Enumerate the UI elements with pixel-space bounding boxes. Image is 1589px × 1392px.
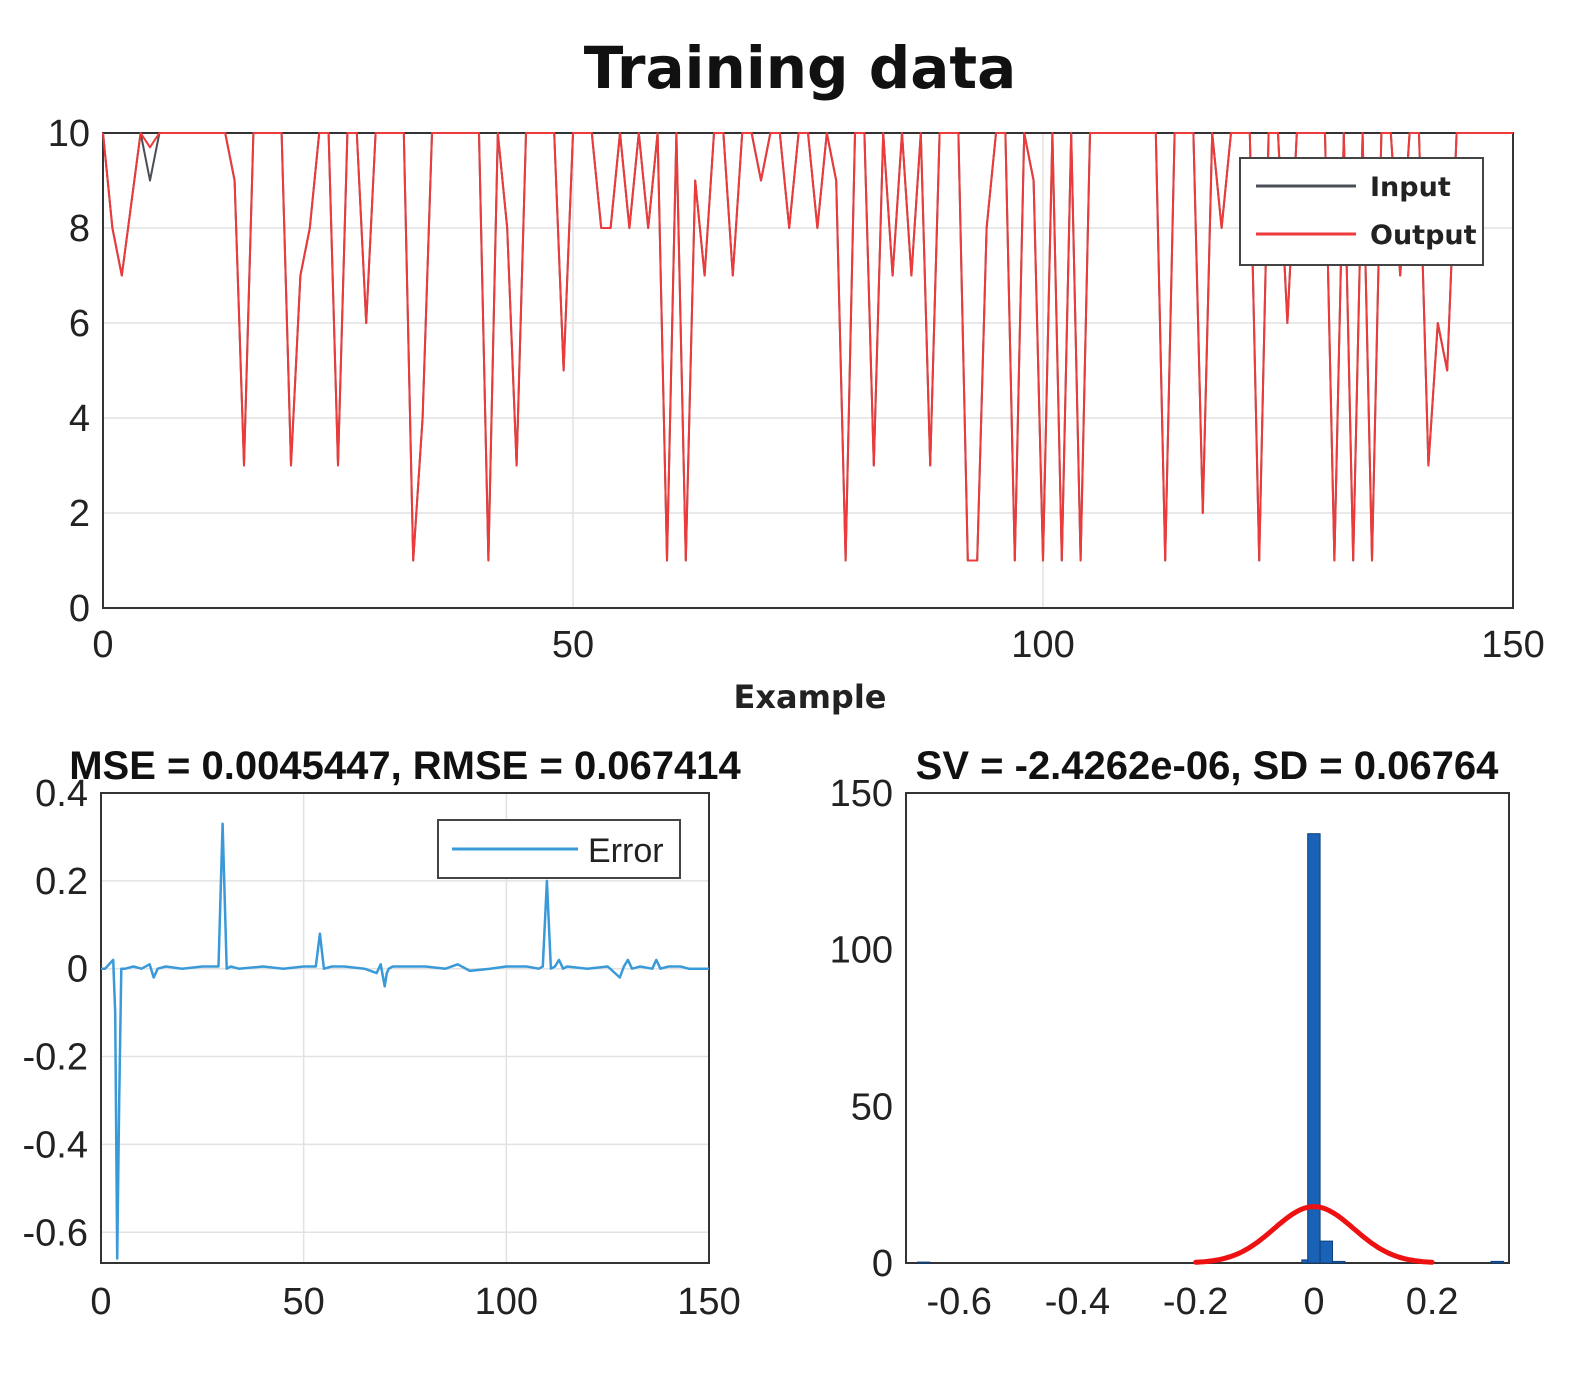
training-x-tick-label: 50 [552, 624, 594, 666]
error-ticks: 0 50 100 150 0.4 0.2 0 -0.2 -0.4 -0.6 [23, 773, 741, 1323]
training-y-tick-label: 0 [69, 588, 90, 630]
error-x-tick-label: 150 [677, 1281, 740, 1323]
training-x-axis-label: Example [733, 678, 886, 716]
histogram-bar [1332, 1260, 1346, 1264]
error-y-tick-label: 0.2 [35, 861, 88, 903]
histogram-y-tick-label: 0 [872, 1243, 893, 1285]
histogram-x-tick-label: -0.6 [926, 1281, 991, 1323]
histogram-y-tick-label: 100 [830, 930, 893, 972]
error-x-tick-label: 100 [475, 1281, 538, 1323]
error-y-tick-label: -0.2 [23, 1037, 88, 1079]
histogram-bars [917, 833, 1504, 1264]
histogram-bar [1307, 833, 1321, 1264]
histogram-x-tick-label: -0.4 [1045, 1281, 1110, 1323]
training-y-tick-label: 2 [69, 493, 90, 535]
histogram-chart-title: SV = -2.4262e-06, SD = 0.06764 [916, 744, 1499, 788]
error-y-tick-label: 0 [67, 949, 88, 991]
histogram-x-tick-label: 0 [1303, 1281, 1324, 1323]
figure-title: Training data [584, 34, 1017, 102]
histogram-chart: SV = -2.4262e-06, SD = 0.06764 -0.6 -0.4-… [830, 744, 1510, 1323]
error-y-tick-label: -0.4 [23, 1124, 88, 1166]
training-series-output-line [102, 132, 1513, 562]
histogram-y-tick-label: 50 [851, 1086, 893, 1128]
histogram-y-tick-label: 150 [830, 773, 893, 815]
error-series-line [101, 822, 709, 1260]
training-legend: Input Output [1239, 157, 1484, 266]
error-axes-box [100, 792, 710, 1264]
histogram-fit-curve [1193, 1204, 1435, 1265]
training-y-tick-label: 10 [48, 113, 90, 155]
training-y-tick-label: 8 [69, 208, 90, 250]
training-series-lines [102, 132, 1513, 562]
training-x-tick-label: 150 [1481, 624, 1544, 666]
error-series-line-path [101, 822, 709, 1260]
legend-error-label: Error [588, 832, 664, 870]
training-legend-box [1239, 157, 1484, 266]
error-chart: MSE = 0.0045447, RMSE = 0.067414 0 50 100 1… [23, 744, 742, 1323]
error-y-tick-label: -0.6 [23, 1212, 88, 1254]
histogram-bar [917, 1261, 931, 1264]
histogram-axes-box [905, 792, 1510, 1264]
error-x-tick-label: 0 [90, 1281, 111, 1323]
training-ticks: 0 50 100 150 0 2 4 6 8 10 [48, 113, 1545, 666]
histogram-ticks: -0.6 -0.4 -0.2 0 0.2 150 100 50 0 [830, 773, 1459, 1323]
histogram-bar [1490, 1260, 1504, 1264]
training-y-tick-label: 6 [69, 303, 90, 345]
error-y-tick-label: 0.4 [35, 773, 88, 815]
training-x-tick-label: 100 [1011, 624, 1074, 666]
histogram-bar [1319, 1240, 1333, 1264]
error-legend: Error [437, 819, 681, 879]
error-x-tick-label: 50 [283, 1281, 325, 1323]
histogram-x-tick-label: -0.2 [1163, 1281, 1228, 1323]
legend-output-label: Output [1370, 220, 1477, 251]
error-chart-title: MSE = 0.0045447, RMSE = 0.067414 [69, 744, 741, 788]
histogram-x-tick-label: 0.2 [1406, 1281, 1459, 1323]
training-y-tick-label: 4 [69, 398, 90, 440]
training-x-tick-label: 0 [92, 624, 113, 666]
histogram-fit-curve-path [1193, 1204, 1435, 1265]
training-data-chart: 0 50 100 150 0 2 4 6 8 10 Example Input Output [48, 113, 1545, 716]
legend-input-label: Input [1370, 172, 1451, 203]
